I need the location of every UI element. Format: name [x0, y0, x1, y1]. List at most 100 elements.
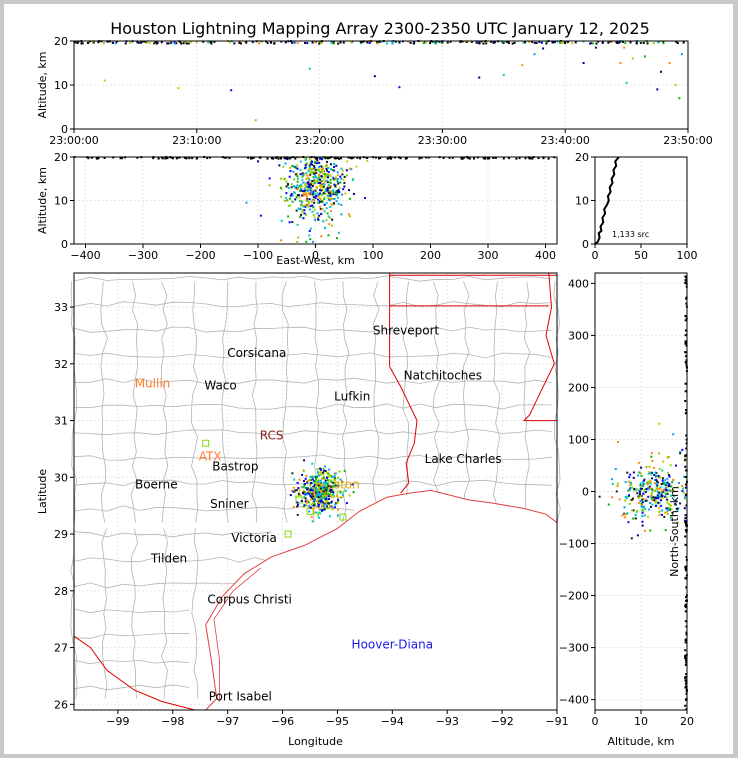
- ns-source: [664, 511, 667, 514]
- ew-source: [308, 164, 311, 167]
- ew-source: [295, 196, 298, 199]
- ew-source: [157, 156, 160, 159]
- ew-source: [342, 188, 345, 191]
- ew-source: [316, 192, 319, 195]
- ns-source: [685, 276, 688, 279]
- county-line: [73, 684, 190, 691]
- plan-source: [332, 481, 335, 484]
- ew-source: [308, 234, 311, 237]
- ns-source: [657, 507, 660, 510]
- plan-source: [335, 484, 338, 487]
- ew-source: [488, 157, 491, 160]
- time-source: [478, 40, 481, 43]
- ew-source: [309, 238, 312, 241]
- ew-source: [325, 176, 328, 179]
- plan-source: [309, 492, 312, 495]
- ns-source: [655, 478, 658, 481]
- time-source: [238, 41, 241, 44]
- plan-source: [316, 471, 319, 474]
- ew-source: [296, 188, 299, 191]
- county-line: [553, 281, 561, 523]
- plan-source: [327, 472, 330, 475]
- ns-source: [685, 531, 688, 534]
- ew-source: [191, 157, 194, 160]
- time-source: [617, 41, 620, 44]
- ns-source: [656, 490, 659, 493]
- plan-source: [317, 480, 320, 483]
- time-source: [398, 41, 401, 44]
- ew-source: [352, 156, 355, 159]
- ew-source: [286, 182, 289, 185]
- ew-source: [320, 165, 323, 168]
- ew-source: [280, 187, 283, 190]
- ew-source: [282, 165, 285, 168]
- plan-source: [318, 491, 321, 494]
- plan-source: [330, 496, 333, 499]
- ns-source: [684, 676, 687, 679]
- ew-source: [313, 209, 316, 212]
- time-source: [522, 41, 525, 44]
- ns-source: [659, 495, 662, 498]
- ns-source: [684, 610, 687, 613]
- ew-source: [366, 159, 369, 162]
- time-source: [597, 40, 600, 43]
- time-source: [524, 41, 527, 44]
- plan-source: [310, 495, 313, 498]
- ew-source: [313, 219, 316, 222]
- ew-source: [502, 157, 505, 160]
- plan-source: [324, 503, 327, 506]
- time-source: [505, 40, 508, 43]
- ns-source: [683, 459, 686, 462]
- ns-source: [625, 497, 628, 500]
- ew-source: [310, 200, 313, 203]
- plan-source: [289, 494, 292, 497]
- ew-source: [328, 198, 331, 201]
- plan-source: [330, 475, 333, 478]
- ns-source: [625, 495, 628, 498]
- ew-source: [390, 157, 393, 160]
- ew-source: [326, 194, 329, 197]
- ew-source: [334, 184, 337, 187]
- time-source: [535, 42, 538, 45]
- ns-source: [683, 496, 686, 499]
- ew-source: [317, 176, 320, 179]
- plan-source: [311, 497, 314, 500]
- time_altitude-xtick-label: 23:40:00: [540, 134, 589, 147]
- ew-source: [301, 179, 304, 182]
- time-source: [185, 42, 188, 45]
- plan-source: [343, 470, 346, 473]
- time-source: [368, 42, 371, 45]
- ns-source: [650, 497, 653, 500]
- ew-source: [312, 206, 315, 209]
- time-source: [195, 41, 198, 44]
- ew-source: [291, 221, 294, 224]
- ns-source: [685, 586, 688, 589]
- ns-source: [665, 482, 668, 485]
- plan-source: [336, 476, 339, 479]
- ew-source: [331, 176, 334, 179]
- plan-source: [322, 484, 325, 487]
- ew-source: [175, 157, 178, 160]
- ew-source: [329, 210, 332, 213]
- ew-source: [463, 156, 466, 159]
- plan-source: [315, 500, 318, 503]
- ns-source: [654, 479, 657, 482]
- ew-source: [251, 157, 254, 160]
- time-source: [103, 79, 106, 82]
- ew-source: [266, 157, 269, 160]
- plan-source: [330, 506, 333, 509]
- time-source: [239, 42, 242, 45]
- plan-source: [315, 482, 318, 485]
- plan-source: [328, 493, 331, 496]
- ew_altitude-xtick-label: 400: [535, 249, 556, 262]
- ew-source: [305, 213, 308, 216]
- ew-source: [322, 173, 325, 176]
- ew-source: [288, 197, 291, 200]
- ns-source: [644, 499, 647, 502]
- altitude_histogram-frame: [594, 156, 688, 245]
- plan-source: [330, 500, 333, 503]
- plan-source: [324, 488, 327, 491]
- ew-source: [325, 219, 328, 222]
- plan-source: [340, 496, 343, 499]
- plan-source: [326, 495, 329, 498]
